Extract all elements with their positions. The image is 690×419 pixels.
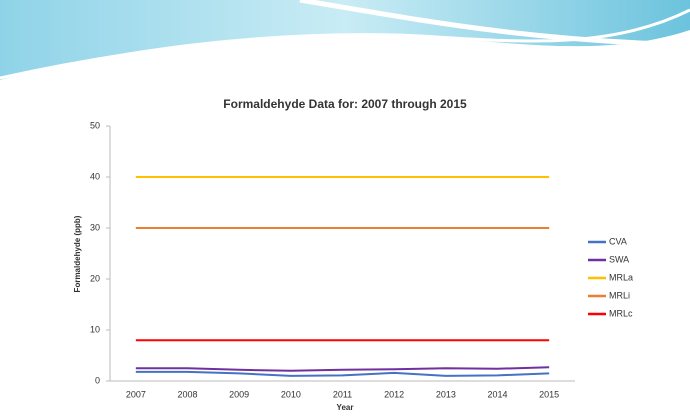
x-tick-label: 2014 <box>487 389 507 399</box>
x-tick-label: 2007 <box>126 389 146 399</box>
legend-label: MRLi <box>609 290 630 300</box>
legend-label: SWA <box>609 254 629 264</box>
legend-label: MRLc <box>609 308 633 318</box>
x-axis-title: Year <box>337 403 354 412</box>
x-tick-label: 2008 <box>177 389 197 399</box>
chart-title: Formaldehyde Data for: 2007 through 2015 <box>223 97 467 111</box>
y-axis-title: Formaldehyde (ppb) <box>73 215 82 292</box>
x-tick-label: 2009 <box>229 389 249 399</box>
series-line <box>135 366 550 372</box>
header-decoration <box>0 0 690 80</box>
series-line <box>135 370 550 377</box>
y-tick-label: 30 <box>90 222 100 232</box>
legend-label: MRLa <box>609 272 633 282</box>
y-tick-label: 40 <box>90 171 100 181</box>
x-tick-label: 2010 <box>281 389 301 399</box>
x-tick-label: 2013 <box>436 389 456 399</box>
x-tick-label: 2015 <box>539 389 559 399</box>
x-tick-label: 2012 <box>384 389 404 399</box>
legend-label: CVA <box>609 236 627 246</box>
y-tick-label: 0 <box>95 375 100 385</box>
y-tick-label: 50 <box>90 120 100 130</box>
y-tick-label: 10 <box>90 324 100 334</box>
x-tick-label: 2011 <box>333 389 352 399</box>
y-tick-label: 20 <box>90 273 100 283</box>
